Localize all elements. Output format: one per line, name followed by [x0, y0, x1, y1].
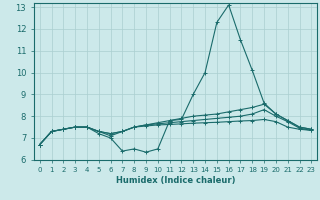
- X-axis label: Humidex (Indice chaleur): Humidex (Indice chaleur): [116, 176, 235, 185]
